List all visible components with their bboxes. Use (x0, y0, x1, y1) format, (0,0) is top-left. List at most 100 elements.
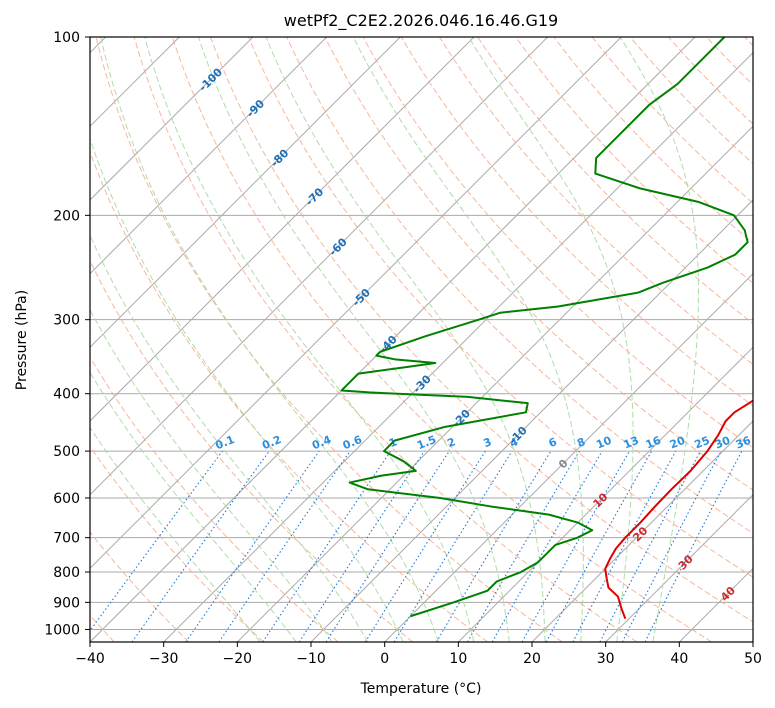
y-tick-label: 700 (53, 531, 80, 547)
dewpoint-profile-line (340, 37, 749, 618)
y-tick-label: 1000 (44, 622, 80, 638)
dry-adiabat (706, 37, 753, 86)
mixing-ratio-line (90, 450, 223, 632)
mixing-ratio-line (131, 450, 270, 642)
mixing-ratio-label: 6 (547, 435, 559, 450)
isotherm-line (384, 272, 753, 642)
isotherm-label: -100 (196, 65, 225, 94)
y-tick-label: 600 (53, 491, 80, 507)
mixing-ratio-line (393, 450, 513, 642)
x-axis-label: Temperature (°C) (360, 681, 482, 697)
moist-adiabat (100, 37, 439, 642)
x-axis: −40 −30 −20 −10 0 10 20 30 40 50 (75, 642, 762, 667)
mixing-ratio-line (572, 450, 677, 642)
moist-adiabat (90, 371, 297, 642)
mixing-ratio-label: 0.6 (341, 433, 364, 452)
plot-frame (89, 36, 754, 643)
y-axis: 100 200 300 400 500 600 700 800 900 1000 (44, 30, 90, 638)
x-tick-label: −40 (75, 651, 105, 667)
isotherm-label: -90 (244, 97, 267, 120)
grid-layer (90, 37, 753, 642)
dry-adiabat (90, 150, 488, 642)
dry-adiabat (744, 37, 753, 47)
x-tick-label: −10 (296, 651, 326, 667)
moist-adiabat (90, 233, 369, 642)
mixing-ratio-line (185, 450, 320, 642)
isotherm-line (752, 641, 753, 642)
dry-adiabat (324, 37, 753, 491)
isopleth-labels: 0.1 0.2 0.4 0.6 1 1.5 2 3 4 6 8 10 13 16 20 25 30 36-100-… (196, 65, 753, 604)
mixing-ratio-label: 10 (594, 434, 613, 452)
y-tick-label: 100 (53, 30, 80, 46)
y-axis-label: Pressure (hPa) (14, 290, 30, 390)
mixing-ratio-label: 8 (575, 435, 587, 450)
dry-adiabat (133, 37, 638, 642)
dry-adiabat (553, 37, 753, 244)
y-tick-label: 900 (53, 595, 80, 611)
dry-adiabat (90, 531, 190, 642)
isotherm-line (90, 37, 254, 201)
isotherm-line (90, 37, 549, 496)
mixing-ratio-label: 36 (734, 434, 753, 452)
dry-adiabat (362, 37, 753, 449)
mixing-ratio-line (521, 450, 630, 642)
isotherm-line (90, 37, 475, 422)
dry-adiabat (439, 37, 753, 366)
mixing-ratio-label: 20 (668, 434, 687, 452)
x-tick-label: −20 (223, 651, 253, 667)
mixing-ratio-label: 13 (622, 434, 641, 452)
mixing-ratio-label: 30 (713, 434, 732, 452)
dry-adiabat (90, 259, 414, 642)
mixing-ratio-line (262, 450, 392, 642)
isotherm-line (236, 125, 753, 642)
mixing-ratio-label: 3 (481, 435, 493, 450)
mixing-ratio-line (325, 450, 450, 642)
mixing-ratio-label: 2 (445, 435, 457, 450)
mixing-ratio-label: 0.2 (260, 433, 283, 452)
mixing-ratio-line (218, 450, 351, 642)
y-tick-label: 800 (53, 565, 80, 581)
dry-adiabat (286, 37, 753, 534)
y-tick-label: 500 (53, 444, 80, 460)
x-tick-label: −30 (149, 651, 179, 667)
moist-adiabat (90, 308, 333, 642)
dry-adiabat (668, 37, 753, 125)
isotherm-line (605, 493, 753, 642)
x-tick-label: 20 (523, 651, 541, 667)
x-tick-label: 10 (449, 651, 467, 667)
mixing-ratio-label: 0.1 (214, 433, 237, 452)
dry-adiabat (90, 356, 339, 642)
moist-adiabat (468, 37, 634, 642)
x-tick-label: 50 (744, 651, 762, 667)
mixing-ratio-label: 16 (644, 434, 663, 452)
dry-adiabat (171, 37, 712, 642)
y-tick-label: 400 (53, 387, 80, 403)
mixing-ratio-label: 1.5 (415, 433, 438, 452)
mixing-ratio-line (435, 450, 552, 642)
y-tick-label: 200 (53, 208, 80, 224)
mixing-ratio-line (298, 450, 425, 642)
dry-adiabat (591, 37, 753, 204)
temperature-profile-line (604, 399, 753, 620)
x-tick-label: 30 (597, 651, 615, 667)
dry-adiabat (210, 37, 753, 623)
x-tick-label: 0 (380, 651, 389, 667)
isotherm-line (90, 37, 622, 570)
mixing-ratio-line (545, 450, 653, 642)
moist-adiabat (90, 426, 261, 642)
mixing-ratio-line (644, 450, 743, 642)
mixing-ratio-label: 25 (693, 434, 712, 452)
isotherm-line (163, 51, 753, 642)
moist-adiabat (144, 37, 475, 642)
y-tick-label: 300 (53, 313, 80, 329)
dry-adiabat (90, 445, 264, 642)
moist-adiabat (265, 37, 546, 642)
isotherm-line (678, 567, 753, 642)
isotherm-line (90, 37, 328, 275)
dry-adiabat (248, 37, 753, 578)
mixing-ratio-line (599, 450, 702, 642)
isotherm-line (531, 420, 753, 642)
dry-adiabat (400, 37, 753, 407)
mixing-ratio-label: 0.4 (310, 433, 333, 452)
